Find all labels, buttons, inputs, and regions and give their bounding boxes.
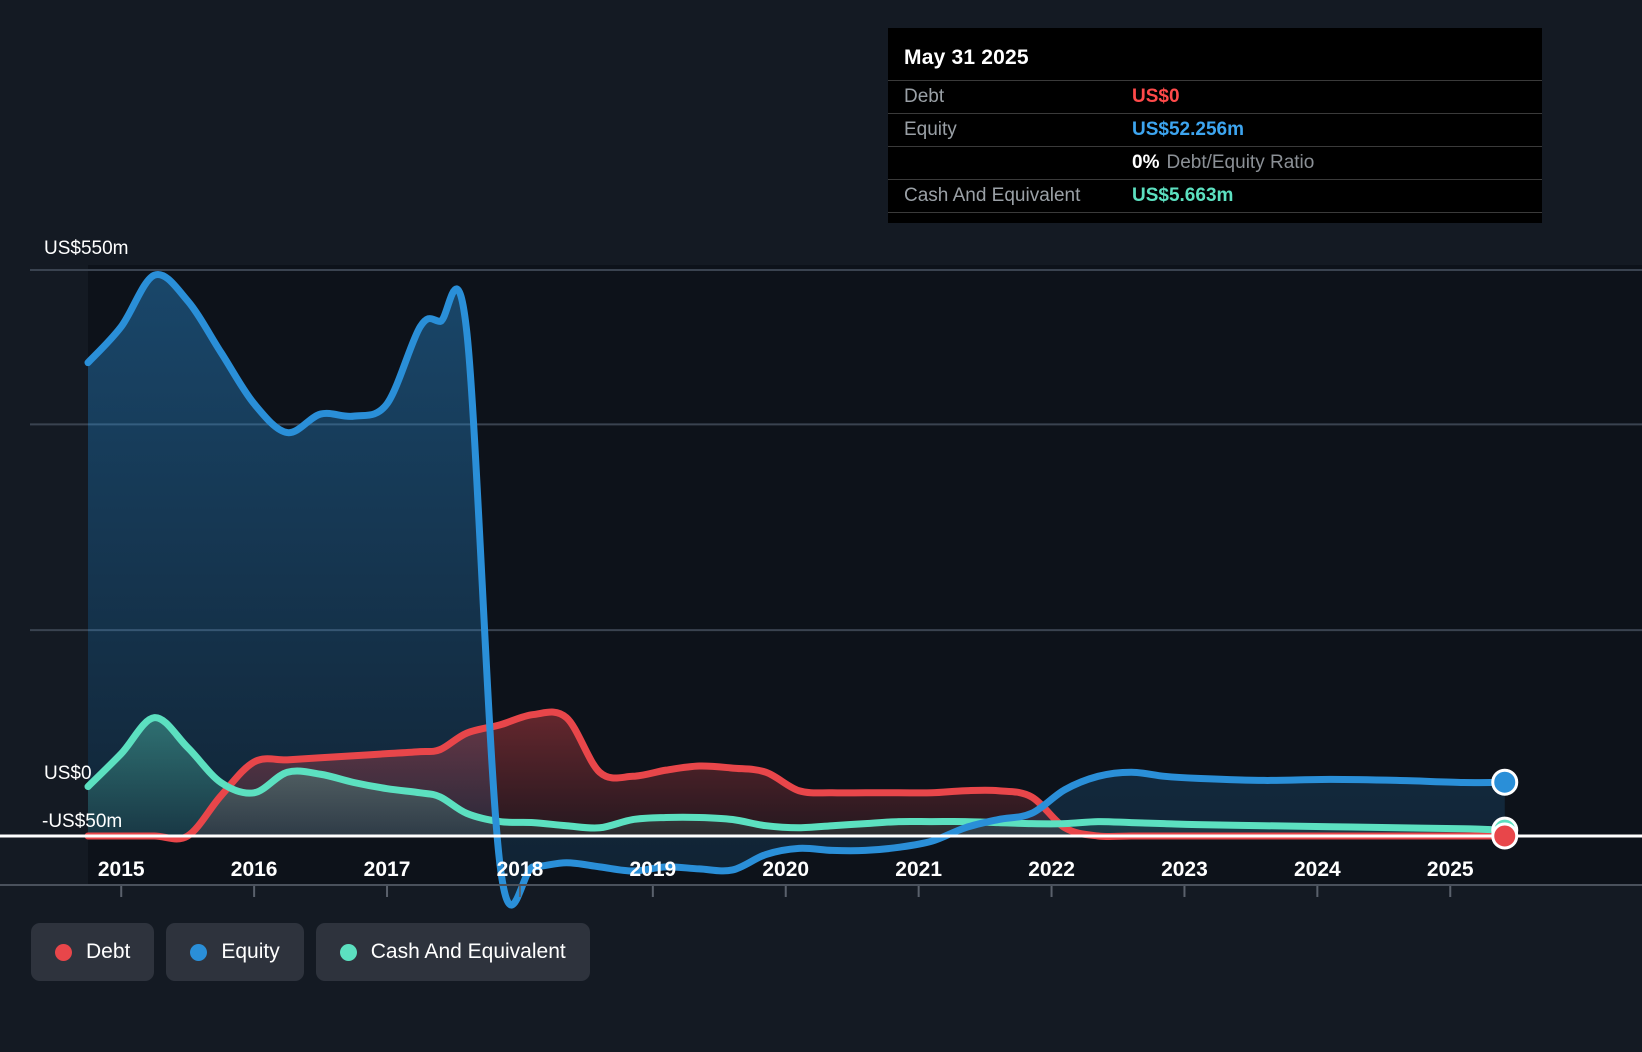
tooltip-ratio-value: 0% (1132, 152, 1160, 173)
end-marker-debt (1491, 822, 1519, 850)
tooltip-cash-label: Cash And Equivalent (904, 185, 1081, 206)
tooltip-row-bottom-divider (888, 212, 1542, 219)
y-axis-negative-label: -US$50m (42, 811, 123, 832)
plot-background-margin (0, 265, 88, 885)
legend-label-debt: Debt (86, 940, 131, 963)
tooltip-ratio-label: Debt/Equity Ratio (1166, 152, 1315, 173)
tooltip-equity-value: US$52.256m (1132, 119, 1244, 140)
y-axis-top-label: US$550m (44, 238, 129, 259)
legend-dot-equity-icon (190, 943, 208, 961)
tooltip-row-equity: Equity US$52.256m (888, 113, 1542, 146)
x-axis-label-2024: 2024 (1293, 858, 1341, 881)
line-equity (84, 271, 1509, 909)
x-axis-label-2019: 2019 (629, 858, 677, 881)
x-axis-label-2018: 2018 (496, 858, 544, 881)
legend-label-cash: Cash And Equivalent (370, 940, 566, 963)
legend-dot-cash-icon (339, 943, 357, 961)
legend-item-equity[interactable]: Equity (166, 923, 304, 981)
area-cash-and-equivalent (88, 717, 1505, 836)
tooltip-row-ratio: 0% Debt/Equity Ratio (888, 146, 1542, 179)
x-axis-label-2016: 2016 (230, 858, 278, 881)
legend-item-cash[interactable]: Cash And Equivalent (315, 923, 590, 981)
chart-legend: Debt Equity Cash And Equivalent (31, 923, 590, 981)
x-axis-label-2025: 2025 (1426, 858, 1474, 881)
x-axis-label-2020: 2020 (762, 858, 810, 881)
y-axis-zero-label: US$0 (44, 763, 92, 784)
legend-label-equity: Equity (221, 940, 280, 963)
series-end-markers (1491, 768, 1519, 850)
x-axis-label-2023: 2023 (1161, 858, 1208, 881)
tooltip-row-cash: Cash And Equivalent US$5.663m (888, 179, 1542, 212)
chart-tooltip: May 31 2025 Debt US$0 Equity US$52.256m … (888, 28, 1542, 223)
x-axis-label-2017: 2017 (363, 858, 411, 881)
x-axis-ticks (120, 885, 1452, 897)
x-axis-label-2022: 2022 (1028, 858, 1075, 881)
legend-dot-debt-icon (55, 943, 72, 961)
tooltip-row-debt: Debt US$0 (888, 80, 1542, 113)
x-axis-label-2021: 2021 (895, 858, 942, 881)
tooltip-date: May 31 2025 (904, 46, 1029, 69)
tooltip-debt-value: US$0 (1132, 86, 1180, 107)
x-axis-label-2015: 2015 (97, 858, 145, 881)
tooltip-cash-value: US$5.663m (1132, 185, 1234, 206)
legend-item-debt[interactable]: Debt (31, 923, 155, 981)
series-areas (88, 274, 1505, 906)
tooltip-debt-label: Debt (904, 86, 945, 107)
end-marker-equity (1491, 768, 1519, 796)
tooltip-equity-label: Equity (904, 119, 957, 140)
line-cash-and-equivalent (84, 714, 1509, 834)
